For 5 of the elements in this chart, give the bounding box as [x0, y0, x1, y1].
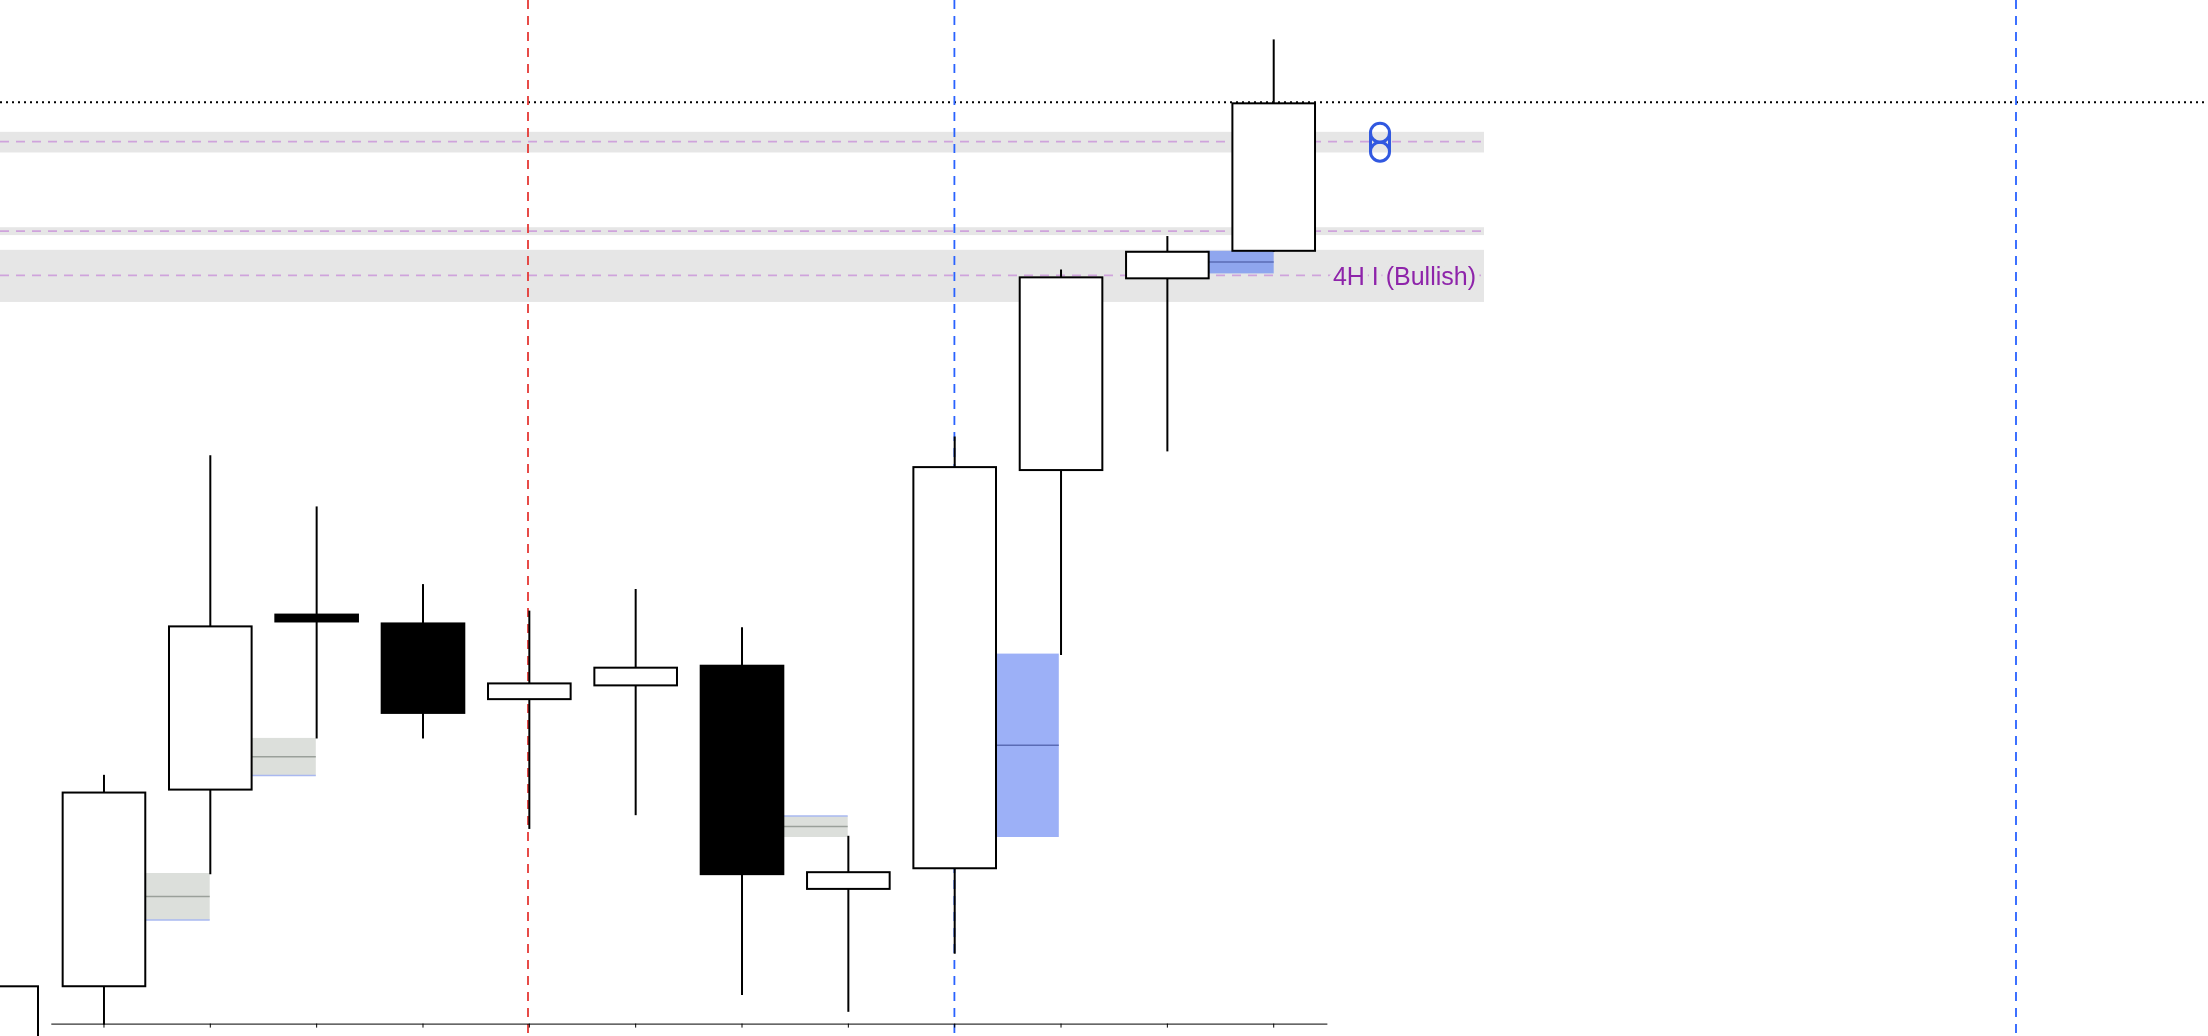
candlestick	[593, 589, 678, 816]
candlestick	[487, 610, 572, 829]
candlestick	[274, 506, 359, 739]
band-label: 4H I (Bullish)	[1332, 261, 1476, 290]
candlestick	[806, 835, 891, 1012]
